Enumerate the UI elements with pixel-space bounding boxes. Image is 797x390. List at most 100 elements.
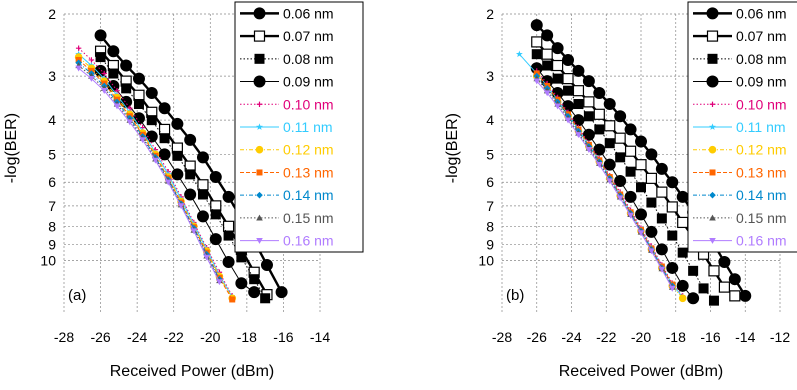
y-tick-label: 3 (48, 68, 56, 84)
data-point (209, 171, 222, 184)
y-tick-label: 8 (486, 218, 494, 234)
legend-marker (256, 214, 263, 221)
data-point (541, 29, 554, 42)
legend-label: 0.15 nm (736, 210, 787, 226)
data-point (184, 133, 197, 146)
panel-label: (a) (68, 287, 86, 304)
data-point (75, 65, 82, 72)
data-point (121, 83, 132, 94)
y-tick-label: 4 (48, 112, 56, 128)
data-point (624, 190, 637, 203)
data-point (666, 261, 679, 274)
data-point (718, 255, 731, 268)
legend-label: 0.06 nm (283, 5, 334, 21)
data-point (646, 197, 657, 208)
data-point (678, 294, 687, 303)
data-point (541, 48, 553, 60)
legend-marker (253, 30, 266, 42)
x-tick-label: -20 (200, 329, 220, 345)
legend-marker (256, 237, 263, 244)
data-point (542, 60, 553, 71)
data-point (658, 266, 666, 273)
series-0-16-nm (75, 65, 223, 286)
legend-label: 0.16 nm (283, 233, 334, 249)
data-point (210, 209, 221, 220)
data-point (688, 265, 699, 276)
data-point (645, 225, 658, 238)
legend-marker (708, 145, 717, 154)
data-point (223, 230, 234, 241)
data-point (197, 189, 208, 200)
data-point (604, 138, 615, 149)
data-point (164, 179, 172, 186)
legend-label: 0.11 nm (283, 119, 333, 135)
legend-marker (256, 191, 263, 199)
panel-label: (b) (506, 287, 524, 304)
data-point (515, 50, 523, 58)
x-tick-label: -22 (596, 329, 616, 345)
data-point (593, 143, 606, 156)
data-point (637, 230, 645, 237)
data-point (235, 277, 248, 290)
x-tick-label: -24 (127, 329, 147, 345)
data-point (120, 59, 133, 72)
data-point (625, 166, 636, 177)
x-tick-label: -24 (561, 329, 581, 345)
series-0-16-nm (533, 78, 676, 292)
data-point (614, 132, 626, 144)
data-point (159, 133, 170, 144)
data-point (614, 110, 627, 123)
data-point (668, 285, 676, 292)
x-tick-label: -28 (492, 329, 512, 345)
y-tick-label: 6 (486, 174, 494, 190)
data-point (614, 174, 627, 187)
data-point (145, 86, 158, 99)
data-point (593, 108, 605, 120)
x-tick-label: -18 (237, 329, 257, 345)
data-point (666, 201, 678, 213)
legend-label: 0.12 nm (736, 142, 787, 158)
data-point (563, 85, 574, 96)
data-point (698, 283, 709, 294)
data-point (530, 19, 543, 32)
data-point (196, 210, 209, 223)
legend-label: 0.09 nm (736, 74, 787, 90)
legend-marker (256, 169, 263, 176)
data-point (88, 57, 95, 63)
data-point (583, 111, 594, 122)
legend-label: 0.11 nm (736, 119, 786, 135)
y-tick-label: 9 (486, 236, 494, 252)
data-point (636, 182, 646, 193)
y-tick-label: 6 (48, 174, 56, 190)
data-point (728, 273, 741, 286)
data-point (146, 115, 157, 126)
data-point (171, 117, 184, 130)
data-point (100, 88, 108, 94)
x-tick-label: -14 (735, 329, 755, 345)
legend-marker (709, 169, 716, 176)
data-point (152, 157, 159, 164)
legend-marker (706, 30, 719, 42)
x-tick-label: -12 (770, 329, 790, 345)
data-point (645, 148, 658, 161)
data-point (88, 75, 95, 82)
data-point (95, 52, 106, 63)
legend-marker (709, 237, 716, 244)
legend-marker (706, 7, 719, 20)
data-point (656, 213, 667, 224)
legend-label: 0.12 nm (283, 142, 334, 158)
data-point (222, 255, 235, 268)
plot-area (74, 29, 288, 304)
data-point (158, 123, 171, 136)
data-point (564, 117, 572, 124)
data-point (687, 292, 700, 305)
data-point (216, 279, 223, 286)
y-tick-label: 9 (48, 236, 56, 252)
y-axis-label: -log(BER) (444, 113, 461, 183)
data-point (596, 162, 603, 168)
data-point (593, 86, 606, 99)
legend-marker (256, 101, 263, 107)
data-point (616, 195, 624, 202)
data-point (708, 265, 720, 277)
y-tick-label: 5 (48, 146, 56, 162)
